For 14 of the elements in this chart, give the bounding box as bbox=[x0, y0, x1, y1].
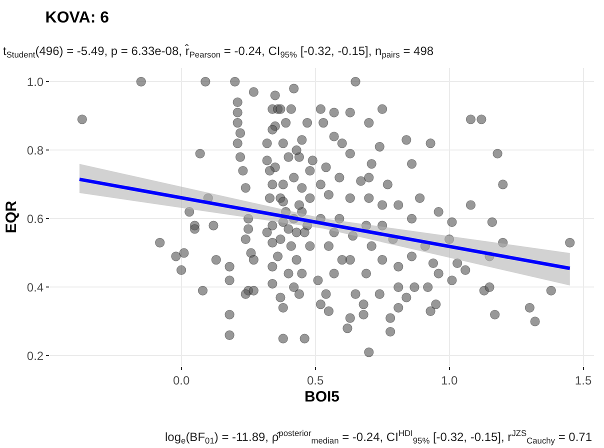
text: log$_{e}$(BF$_{01}$) = -11.89, ρ̂$^{posterior}$$_{median}$ = -0.24, CI$^{HDI}$$_{95%}$ [-0.32, -0.15], r$^{JZS}$$_{Cauchy}$ = 0.71 bbox=[165, 428, 592, 446]
x-axis-title: BOI5 bbox=[304, 388, 340, 406]
x-tick-label: 1.5 bbox=[574, 373, 592, 388]
x-tick-label: 0.0 bbox=[172, 373, 190, 388]
text: t$_{Student}$(496) = -5.49, p = 6.33e-08, r̂$_{Pearson}$ = -0.24, CI$_{95%}$ [-0.32, -0.15], n$_{pairs}$ = 498 bbox=[3, 44, 434, 60]
y-tick-label: 0.6 bbox=[26, 212, 44, 226]
x-tick-label: 0.5 bbox=[306, 373, 324, 388]
y-tick-label: 0.8 bbox=[26, 143, 44, 158]
chart-title: KOVA: 6 bbox=[45, 9, 110, 26]
y-tick-label: 0.2 bbox=[26, 348, 44, 363]
y-tick-label: 1.0 bbox=[26, 74, 44, 89]
x-tick-label: 1.0 bbox=[440, 373, 458, 388]
y-axis-title: EQR bbox=[3, 200, 20, 234]
y-tick-label: 0.4 bbox=[26, 280, 44, 294]
